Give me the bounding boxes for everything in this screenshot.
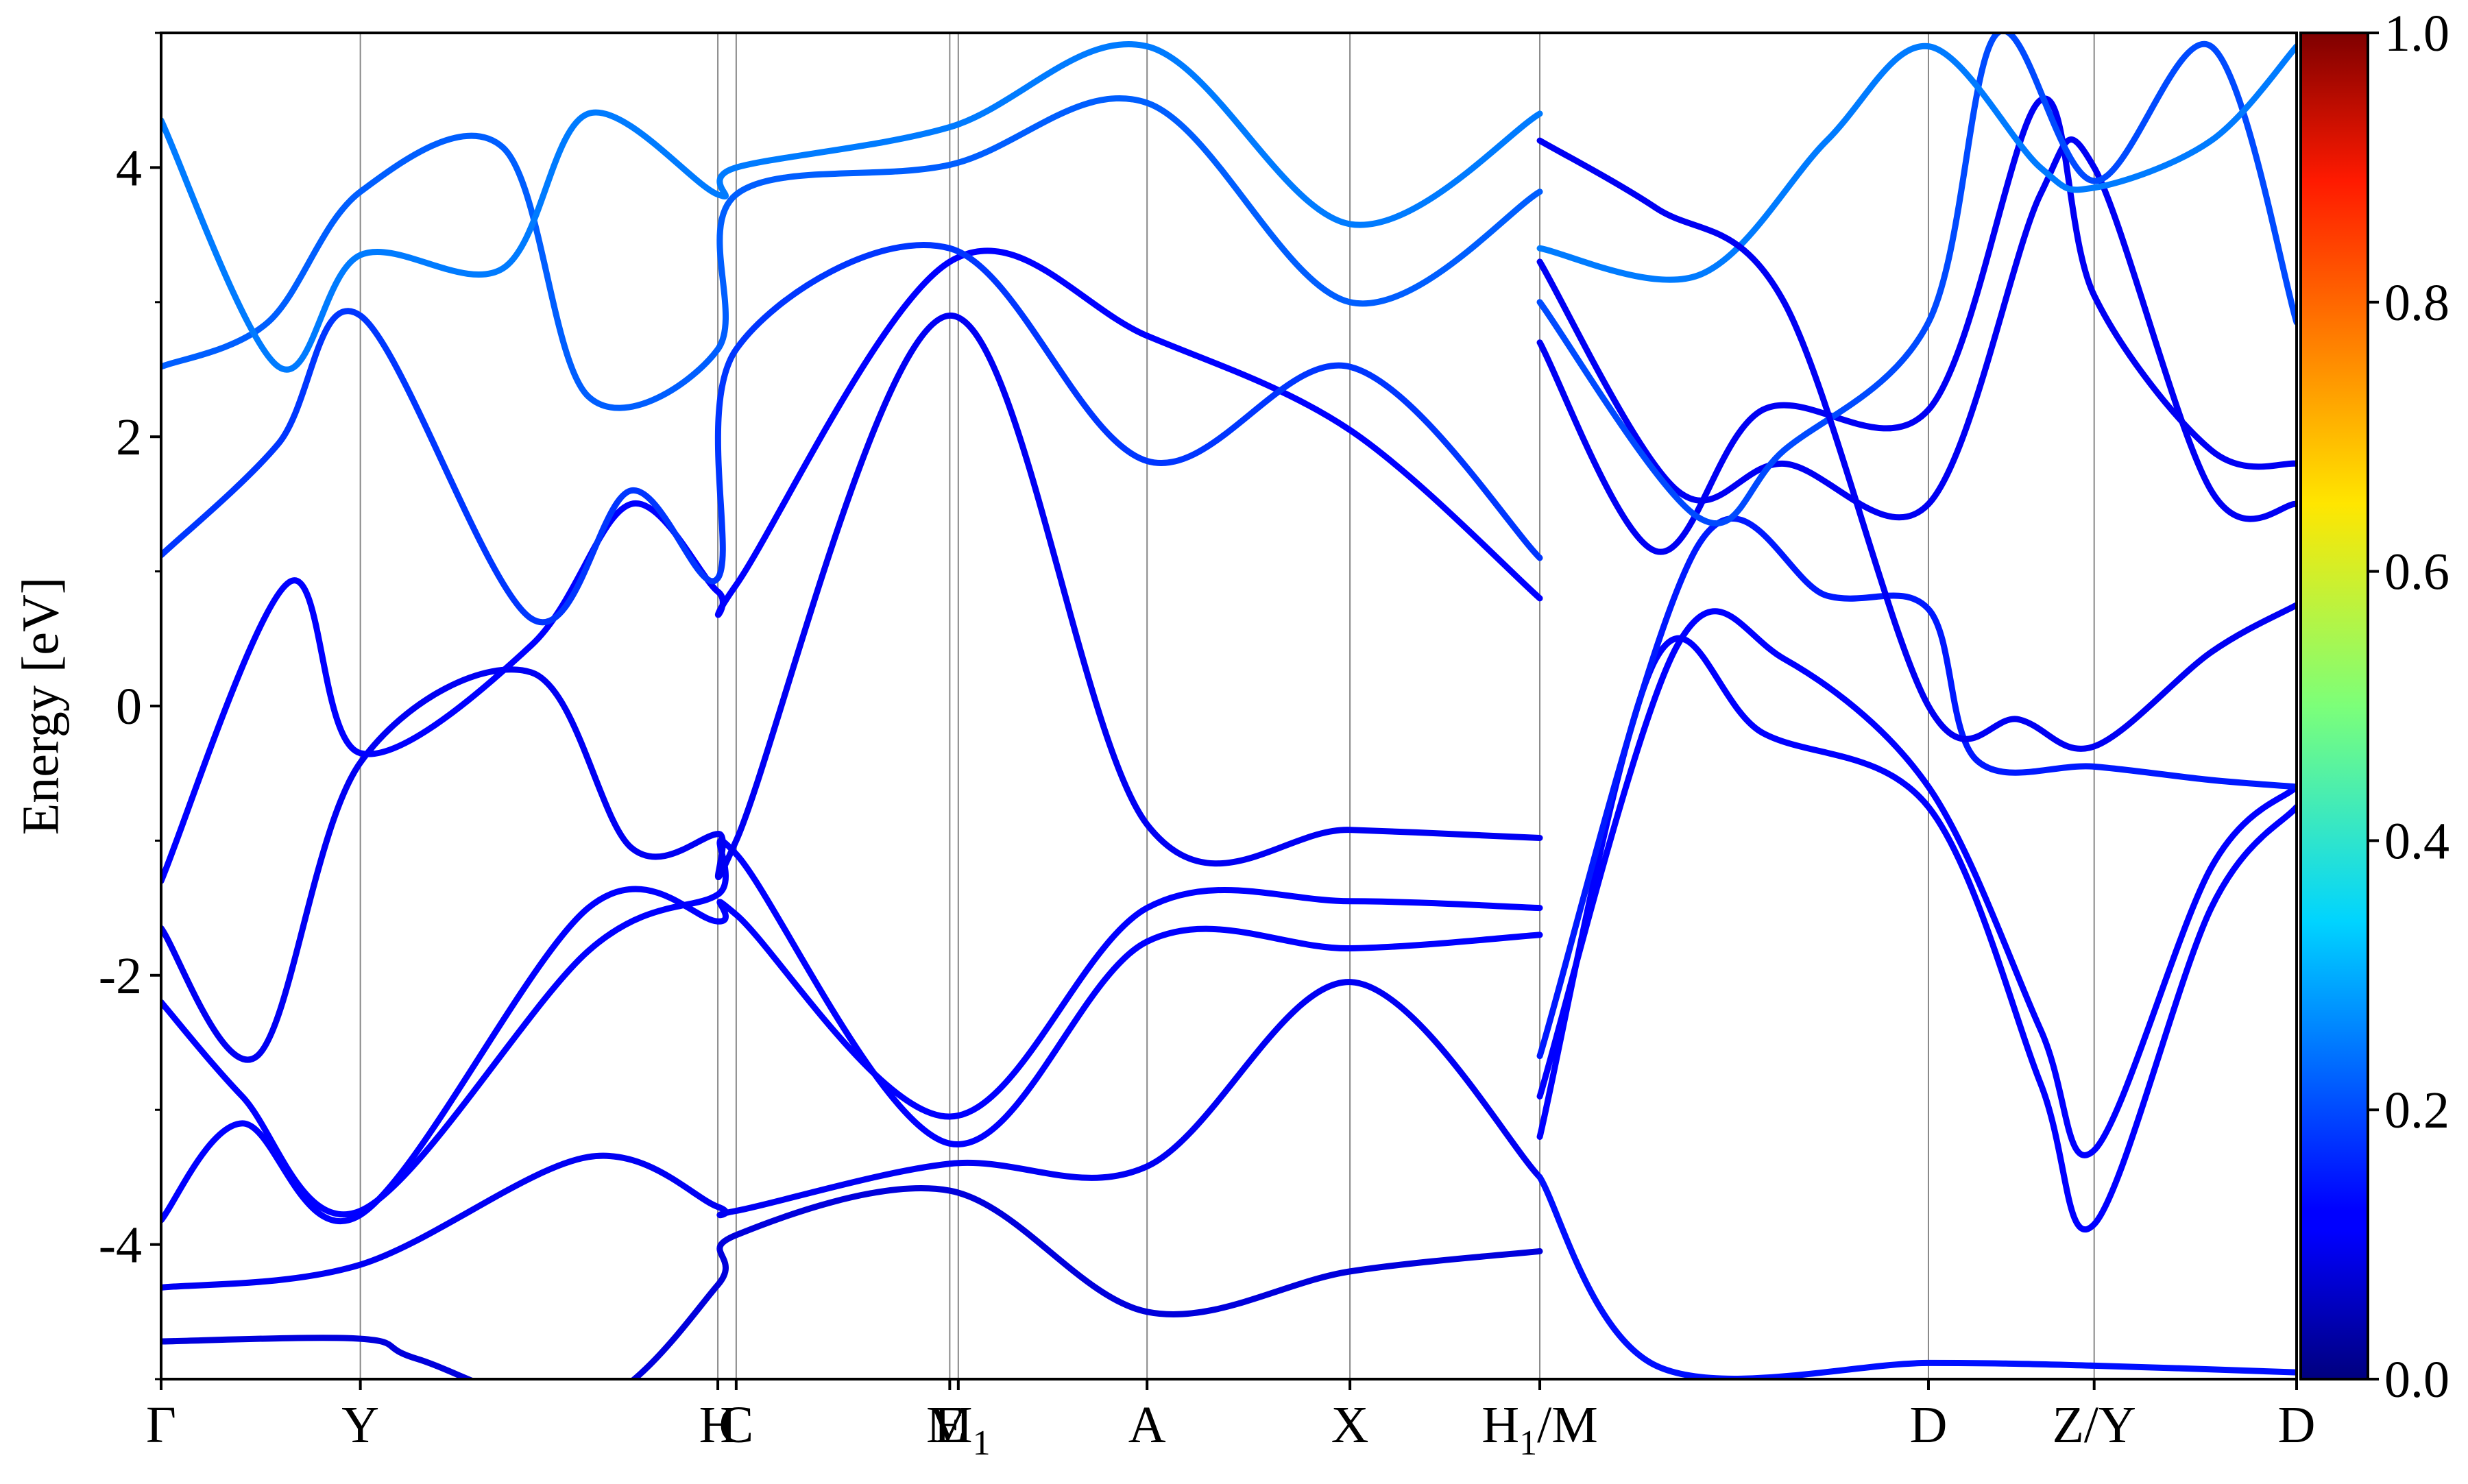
band-line-13 bbox=[1536, 95, 2297, 555]
y-tick-label: 0 bbox=[116, 678, 142, 735]
y-tick-label: 4 bbox=[116, 139, 142, 197]
x-tick-label: X bbox=[1331, 1396, 1369, 1454]
x-axis-ticks: Γ Y HC EM1 A X H1/M D Z/Y D bbox=[146, 1379, 2315, 1463]
colorbar-tick-label: 0.8 bbox=[2384, 274, 2449, 332]
x-tick-label: A bbox=[1128, 1396, 1166, 1454]
x-tick-label: H bbox=[699, 1396, 737, 1454]
colorbar-tick-label: 0.0 bbox=[2384, 1351, 2449, 1409]
band-line-7 bbox=[161, 95, 1543, 411]
band-line-2 bbox=[161, 886, 1543, 1224]
colorbar-tick-label: 0.4 bbox=[2384, 812, 2449, 870]
y-axis-label: Energy [eV] bbox=[12, 576, 70, 836]
band-line-1 bbox=[161, 979, 1543, 1291]
colorbar bbox=[2299, 32, 2369, 1380]
x-tick-label: H1/M bbox=[1481, 1396, 1598, 1463]
band-line-15 bbox=[1536, 33, 2297, 526]
band-line-14 bbox=[1536, 136, 2297, 522]
x-tick-label: Z/Y bbox=[2052, 1396, 2136, 1454]
colorbar-tick-label: 0.2 bbox=[2384, 1082, 2449, 1139]
colorbar-tick-label: 0.6 bbox=[2384, 544, 2449, 601]
y-axis-ticks: -4 -2 0 2 4 bbox=[99, 32, 161, 1380]
band-line-10 bbox=[1536, 608, 2297, 1158]
x-tick-label: Γ bbox=[146, 1396, 176, 1454]
y-tick-label: -2 bbox=[99, 947, 142, 1005]
band-line-0 bbox=[161, 1185, 1543, 1379]
band-line-12 bbox=[1536, 1173, 2297, 1379]
colorbar-tick-label: 1.0 bbox=[2384, 5, 2449, 62]
y-tick-label: 2 bbox=[116, 409, 142, 466]
band-line-17 bbox=[1536, 137, 2297, 752]
x-tick-label: Y bbox=[341, 1396, 379, 1454]
x-tick-label: E bbox=[934, 1396, 965, 1454]
x-tick-label: D bbox=[1910, 1396, 1948, 1454]
k-point-gridlines bbox=[359, 33, 2095, 1379]
band-line-5 bbox=[161, 247, 1543, 884]
band-lines bbox=[161, 33, 2297, 1379]
band-line-8 bbox=[161, 40, 1543, 373]
x-tick-label: D bbox=[2278, 1396, 2316, 1454]
band-line-16 bbox=[1536, 42, 2297, 283]
band-line-3 bbox=[161, 837, 1543, 1218]
plot-frame bbox=[160, 32, 2298, 1380]
x-tick-label: M1 bbox=[926, 1396, 991, 1463]
colorbar-ticks: 0.0 0.2 0.4 0.6 0.8 1.0 bbox=[2368, 5, 2449, 1409]
band-line-4 bbox=[161, 312, 1543, 1063]
band-line-11 bbox=[1536, 515, 2297, 1060]
x-tick-label: C bbox=[719, 1396, 754, 1454]
band-line-6 bbox=[161, 242, 1543, 626]
y-tick-label: -4 bbox=[99, 1217, 142, 1274]
